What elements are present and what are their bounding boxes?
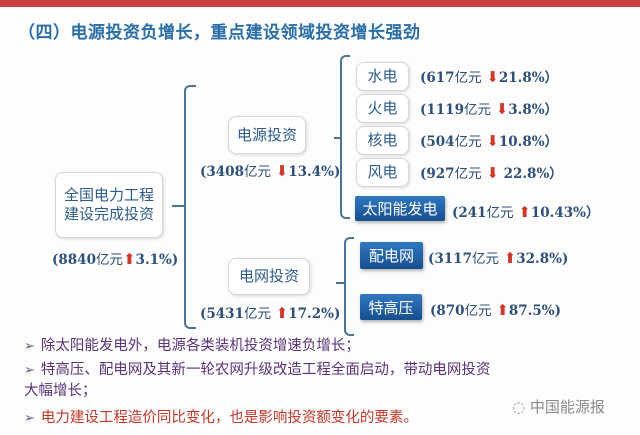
root-label-line2: 建设完成投资 <box>63 205 154 223</box>
arrow-down-icon: ⬇ <box>486 164 499 182</box>
grid-value: (5431亿元 ⬆17.2%) <box>200 302 340 322</box>
percent: 13.4%) <box>288 164 341 180</box>
power-source-value: (3408亿元 ⬇13.4%) <box>200 160 340 180</box>
percent: 87.5%) <box>508 303 561 319</box>
power-source-node: 电源投资 <box>228 116 306 154</box>
unit: 亿元 <box>243 164 271 180</box>
percent: 10.8%） <box>498 134 559 150</box>
top-bar <box>0 0 640 7</box>
unit: 亿元 <box>95 252 123 268</box>
amount: (3117 <box>428 251 472 267</box>
root-node: 全国电力工程 建设完成投资 <box>55 172 163 238</box>
unit: 亿元 <box>454 166 482 182</box>
root-label-line1: 全国电力工程 <box>63 186 154 204</box>
bracket <box>340 55 350 219</box>
wechat-icon: ◌ <box>512 398 530 416</box>
hydro-node: 水电 <box>356 62 409 91</box>
bullet-item: ➢ 电力建设工程造价同比变化，也是影响投资额变化的要素。 <box>24 408 624 429</box>
grid-node: 电网投资 <box>228 258 310 295</box>
unit: 亿元 <box>464 303 492 319</box>
bullet-text: 特高压、配电网及其新一轮农网升级改造工程全面启动，带动电网投资大幅增长； <box>24 362 491 399</box>
solar-node: 太阳能发电 <box>355 196 445 221</box>
amount: (241 <box>452 205 487 221</box>
unit: 亿元 <box>463 102 491 118</box>
arrow-up-icon: ⬆ <box>518 203 531 221</box>
unit: 亿元 <box>454 134 482 150</box>
arrow-down-icon: ⬇ <box>486 68 499 86</box>
nuclear-value: (504亿元 ⬇10.8%） <box>420 130 558 150</box>
percent: 3.1%) <box>135 252 179 268</box>
arrow-down-icon: ⬇ <box>495 100 509 118</box>
bracket <box>184 85 196 329</box>
wind-node: 风电 <box>356 158 409 187</box>
root-value: (8840亿元⬆3.1%) <box>52 248 178 268</box>
thermal-value: (1119亿元 ⬇3.8%） <box>420 98 558 118</box>
distribution-grid-node: 配电网 <box>360 242 423 269</box>
amount: (8840 <box>52 252 96 268</box>
amount: (927 <box>420 166 455 182</box>
arrow-down-icon: ⬇ <box>275 162 289 180</box>
bullet-item: ➢ 特高压、配电网及其新一轮农网升级改造工程全面启动，带动电网投资大幅增长； <box>24 360 494 401</box>
thermal-node: 火电 <box>356 94 409 123</box>
amount: (3408 <box>200 164 244 180</box>
unit: 亿元 <box>243 306 271 322</box>
percent: 32.8%) <box>516 251 569 267</box>
arrow-up-icon: ⬆ <box>503 249 517 267</box>
connector <box>336 282 346 284</box>
solar-value: (241亿元 ⬆10.43%） <box>452 201 599 221</box>
bullet-arrow-icon: ➢ <box>24 339 35 354</box>
arrow-up-icon: ⬆ <box>275 304 289 322</box>
connector <box>172 205 186 207</box>
uhv-value: (870亿元 ⬆87.5%) <box>430 299 561 319</box>
bracket <box>344 237 354 336</box>
connector <box>334 137 342 139</box>
bullet-item: ➢ 除太阳能发电外，电源各类装机投资增速负增长； <box>24 336 624 357</box>
amount: (1119 <box>420 102 464 118</box>
bullet-text: 电力建设工程造价同比变化，也是影响投资额变化的要素。 <box>40 410 418 426</box>
bullet-text: 除太阳能发电外，电源各类装机投资增速负增长； <box>40 338 360 354</box>
watermark: ◌ 中国能源报 <box>512 396 605 417</box>
distribution-grid-value: (3117亿元 ⬆32.8%) <box>428 247 568 267</box>
unit: 亿元 <box>486 205 514 221</box>
uhv-node: 特高压 <box>360 294 422 320</box>
nuclear-node: 核电 <box>356 126 409 155</box>
amount: (5431 <box>200 306 244 322</box>
watermark-text: 中国能源报 <box>529 398 605 416</box>
hydro-value: (617亿元 ⬇21.8%） <box>420 66 558 86</box>
percent: 10.43%） <box>530 205 600 221</box>
bullet-arrow-icon: ➢ <box>24 411 35 426</box>
unit: 亿元 <box>454 70 482 86</box>
amount: (504 <box>420 134 455 150</box>
percent: 3.8%） <box>508 102 559 118</box>
arrow-down-icon: ⬇ <box>486 132 499 150</box>
arrow-up-icon: ⬆ <box>496 301 509 319</box>
bullet-arrow-icon: ➢ <box>24 363 35 378</box>
percent: 17.2%) <box>288 306 341 322</box>
percent: 22.8%） <box>503 166 563 182</box>
amount: (870 <box>430 303 465 319</box>
page-title: （四）电源投资负增长，重点建设领域投资增长强劲 <box>18 23 421 43</box>
unit: 亿元 <box>471 251 499 267</box>
amount: (617 <box>420 70 455 86</box>
arrow-up-icon: ⬆ <box>122 250 136 268</box>
wind-value: (927亿元 ⬇ 22.8%） <box>420 162 563 182</box>
percent: 21.8%） <box>498 70 559 86</box>
